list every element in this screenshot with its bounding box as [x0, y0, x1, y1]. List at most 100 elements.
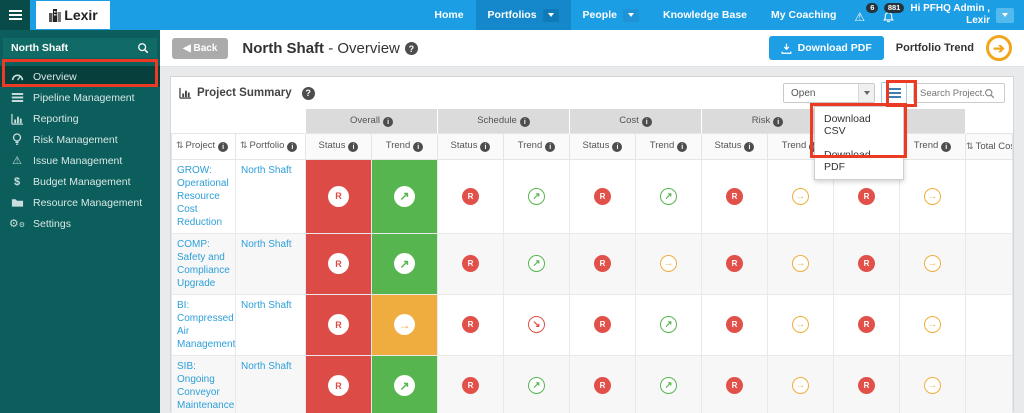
sidebar-item-budget-management[interactable]: $ Budget Management [0, 171, 160, 192]
sort-icon[interactable]: ⇅ [240, 139, 248, 150]
col-portfolio[interactable]: ⇅ Portfolio i [235, 132, 306, 160]
sidebar: North Shaft Overview Pipeline Management R… [0, 30, 160, 413]
portfolio-trend-button[interactable]: ➔ [986, 35, 1012, 61]
info-icon[interactable]: i [519, 117, 530, 127]
user-menu[interactable]: Hi PFHQ Admin , Lexir [906, 3, 1024, 27]
schedule-trend-cell: ↘ [503, 293, 570, 356]
page-title: North Shaft - Overview? [242, 40, 418, 57]
sort-icon[interactable]: ⇅ [966, 140, 974, 151]
schedule-trend-cell: ↗ [503, 158, 570, 234]
extra-trend-cell: → [899, 354, 967, 413]
app-logo[interactable]: Lexir [36, 1, 110, 29]
col-overall-status[interactable]: Status i [305, 132, 372, 160]
portfolio-link[interactable]: North Shaft [241, 299, 292, 311]
cost-status-cell: R [569, 354, 636, 413]
lightbulb-icon [10, 133, 24, 146]
sidebar-item-resource-management[interactable]: Resource Management [0, 192, 160, 213]
project-link[interactable]: SIB: Ongoing Conveyor Maintenance [177, 360, 235, 411]
notifications-button[interactable]: 881 [882, 3, 905, 24]
col-total-cost[interactable]: ⇅Total Cost ( [965, 132, 1013, 160]
info-icon[interactable]: i [383, 117, 394, 127]
portfolio-link[interactable]: North Shaft [241, 238, 292, 250]
project-link[interactable]: GROW: Operational Resource Cost Reductio… [177, 164, 229, 228]
status-red-icon: R [726, 316, 744, 333]
info-icon[interactable]: i [287, 142, 298, 153]
trend-right-icon: → [660, 255, 677, 272]
menu-item-download-pdf[interactable]: Download PDF [824, 149, 871, 173]
chevron-down-icon[interactable] [996, 7, 1014, 23]
total-cost-cell [965, 232, 1013, 295]
info-icon[interactable]: i [773, 117, 784, 127]
status-red-icon: R [858, 316, 876, 333]
schedule-status-cell: R [437, 354, 504, 413]
info-icon[interactable]: i [480, 142, 491, 153]
info-icon[interactable]: i [941, 142, 952, 153]
sidebar-item-settings[interactable]: ⚙⚙ Settings [0, 213, 160, 234]
sort-icon[interactable]: ⇅ [176, 139, 184, 150]
info-icon[interactable]: i [348, 142, 359, 153]
back-button[interactable]: ◀ Back [172, 37, 229, 59]
info-icon[interactable]: i [218, 142, 229, 153]
overall-status-cell: R [305, 354, 372, 413]
search-icon[interactable] [137, 42, 149, 54]
chevron-down-icon[interactable] [622, 8, 639, 22]
trend-right-icon: → [792, 377, 810, 394]
project-search-input[interactable] [914, 87, 984, 99]
schedule-status-cell: R [437, 293, 504, 356]
project-link[interactable]: COMP: Safety and Compliance Upgrade [177, 238, 230, 289]
nav-my-coaching[interactable]: My Coaching [771, 9, 837, 21]
sidebar-item-pipeline-management[interactable]: Pipeline Management [0, 87, 160, 108]
sidebar-item-risk-management[interactable]: Risk Management [0, 129, 160, 150]
schedule-status-cell: R [437, 158, 504, 234]
chevron-down-icon[interactable] [542, 8, 559, 22]
portfolio-link[interactable]: North Shaft [241, 164, 292, 176]
search-icon[interactable] [984, 88, 995, 99]
info-icon[interactable]: i [413, 142, 424, 153]
menu-item-download-csv[interactable]: Download CSV [824, 113, 871, 137]
status-red-icon: R [462, 255, 479, 272]
overall-trend-cell: ↗ [371, 158, 438, 234]
sidebar-item-overview[interactable]: Overview [0, 66, 160, 87]
extra-trend-cell: → [899, 158, 967, 234]
portfolio-search-bar[interactable]: North Shaft [3, 38, 157, 58]
col-cost-status[interactable]: Status i [569, 132, 636, 160]
status-red-icon: R [462, 377, 479, 394]
info-icon[interactable]: i [744, 142, 755, 153]
info-icon[interactable]: i [545, 142, 556, 153]
status-filter-select[interactable]: Open [783, 83, 875, 103]
help-icon[interactable]: ? [301, 86, 315, 100]
overall-trend-cell: → [371, 293, 438, 356]
nav-knowledge-base[interactable]: Knowledge Base [662, 9, 748, 21]
nav-people[interactable]: People [571, 0, 651, 30]
status-red-icon: R [462, 187, 479, 205]
trend-up-right-icon: ↗ [394, 375, 415, 396]
info-icon[interactable]: i [677, 142, 688, 153]
export-menu-button[interactable] [881, 82, 907, 104]
info-icon[interactable]: i [612, 142, 623, 153]
info-icon[interactable]: i [641, 117, 652, 127]
risk-status-cell: R [701, 293, 769, 356]
portfolio-link[interactable]: North Shaft [241, 360, 292, 372]
extra-trend-cell: → [899, 232, 967, 295]
col-extra-trend[interactable]: Trend i [899, 132, 967, 160]
col-cost-trend[interactable]: Trend i [634, 132, 703, 160]
download-pdf-button[interactable]: Download PDF [768, 36, 884, 60]
sidebar-toggle-button[interactable] [0, 0, 30, 30]
nav-portfolios[interactable]: Portfolios [475, 0, 571, 30]
cost-trend-cell: ↗ [634, 293, 703, 356]
overall-status-cell: R [305, 158, 372, 234]
col-overall-trend[interactable]: Trend i [371, 132, 438, 160]
alerts-button[interactable]: ⚠ 6 [854, 3, 879, 24]
help-icon[interactable]: ? [404, 42, 418, 56]
status-red-icon: R [594, 316, 611, 333]
project-link[interactable]: BI: Compressed Air Management [177, 299, 236, 350]
nav-home[interactable]: Home [434, 9, 464, 21]
col-schedule-trend[interactable]: Trend i [503, 132, 570, 160]
project-search[interactable] [913, 83, 1005, 103]
sidebar-item-issue-management[interactable]: ⚠ Issue Management [0, 150, 160, 171]
col-schedule-status[interactable]: Status i [437, 132, 504, 160]
col-project[interactable]: ⇅ Project i [171, 132, 236, 160]
trend-up-right-icon: ↗ [528, 255, 545, 272]
col-risk-status[interactable]: Status i [701, 132, 769, 160]
sidebar-item-reporting[interactable]: Reporting [0, 108, 160, 129]
